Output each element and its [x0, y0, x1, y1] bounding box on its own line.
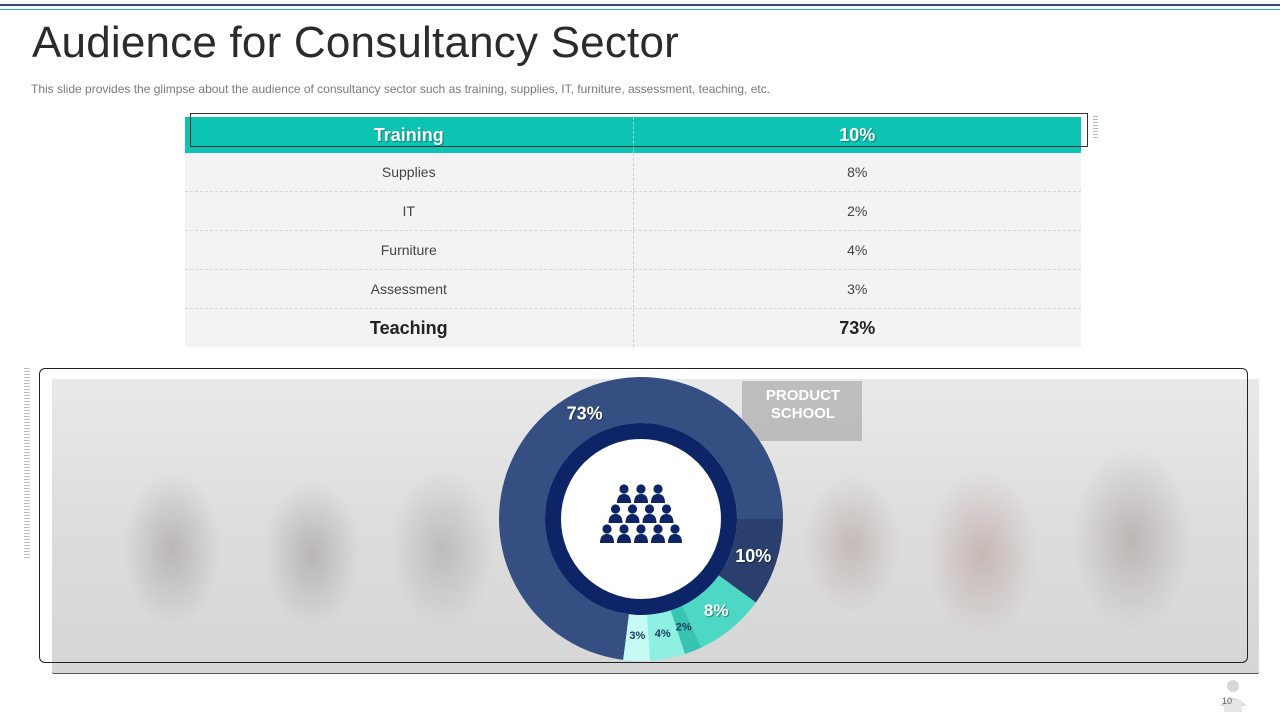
person-head-icon [602, 524, 612, 534]
table-cell-label: Training [185, 117, 634, 153]
decorative-ticks [24, 368, 30, 560]
donut-slices [499, 377, 783, 661]
donut-slice-it [670, 605, 702, 655]
person-body-icon [651, 534, 665, 543]
person-head-icon [627, 504, 638, 514]
donut-slice-supplies [681, 575, 756, 648]
table-cell-value: 10% [839, 124, 876, 145]
table-cell-label: IT [185, 192, 634, 230]
table-cell-label: Teaching [185, 309, 634, 347]
data-label-training: 10% [735, 546, 771, 566]
person-head-icon [636, 524, 646, 534]
donut-slice-training [718, 519, 783, 603]
top-rule [0, 4, 1280, 6]
photo-sign-text: PRODUCT SCHOOL [765, 387, 841, 422]
slide-subtitle: This slide provides the glimpse about th… [31, 82, 771, 96]
person-body-icon [651, 494, 665, 503]
table-cell-value: 8% [847, 164, 868, 180]
data-label-supplies: 8% [704, 601, 729, 620]
data-label-it: 2% [676, 622, 692, 634]
page-number: 10 [1222, 696, 1233, 706]
top-rule-accent [0, 9, 1280, 10]
donut-chart: 73% 10% 8% 2% 4% 3% [499, 377, 783, 661]
person-body-icon [668, 534, 682, 543]
person-head-icon [619, 484, 629, 494]
table-cell-label: Supplies [185, 153, 634, 191]
table-cell-value: 73% [839, 317, 876, 338]
photo-frame [39, 368, 1248, 663]
table-row: Teaching 73% [185, 309, 1081, 347]
table-row: Supplies 8% [185, 153, 1081, 192]
person-body-icon [659, 514, 674, 523]
person-head-icon [661, 504, 672, 514]
table-cell-value: 2% [847, 203, 868, 219]
table-cell-label: Assessment [185, 270, 634, 308]
presenter-icon [1220, 680, 1246, 712]
table-cell-label: Furniture [185, 231, 634, 269]
data-label-teaching: 73% [567, 403, 603, 423]
person-body-icon [642, 514, 657, 523]
person-head-icon [653, 524, 663, 534]
person-body-icon [625, 514, 640, 523]
person-head-icon [619, 524, 629, 534]
photo-sign [742, 381, 862, 441]
person-body-icon [634, 534, 648, 543]
table-row: Training 10% [185, 117, 1081, 153]
donut-slice-furniture [647, 610, 685, 661]
person-head-icon [644, 504, 655, 514]
person-body-icon [634, 494, 648, 503]
table-row: Assessment 3% [185, 270, 1081, 309]
data-label-assessment: 3% [629, 630, 645, 642]
person-body-icon [617, 494, 631, 503]
person-head-icon [653, 484, 663, 494]
person-head-icon [610, 504, 621, 514]
table-row: Furniture 4% [185, 231, 1081, 270]
slide-title: Audience for Consultancy Sector [32, 18, 679, 67]
decorative-ticks [1093, 116, 1098, 138]
table-row: IT 2% [185, 192, 1081, 231]
person-body-icon [617, 534, 631, 543]
data-label-furniture: 4% [655, 628, 671, 640]
donut-slice-teaching [499, 377, 783, 660]
donut-labels: 73% 10% 8% 2% 4% 3% [567, 403, 772, 641]
person-head-icon [636, 484, 646, 494]
person-body-icon [600, 534, 614, 543]
donut-slice-assessment [623, 614, 650, 661]
table-cell-value: 4% [847, 242, 868, 258]
person-head-icon [670, 524, 680, 534]
people-group-icon [600, 484, 682, 543]
person-body-icon [608, 514, 623, 523]
table-cell-value: 3% [847, 281, 868, 297]
audience-table: Training 10% Supplies 8% IT 2% Furniture… [185, 117, 1081, 347]
donut-hole [561, 439, 721, 599]
